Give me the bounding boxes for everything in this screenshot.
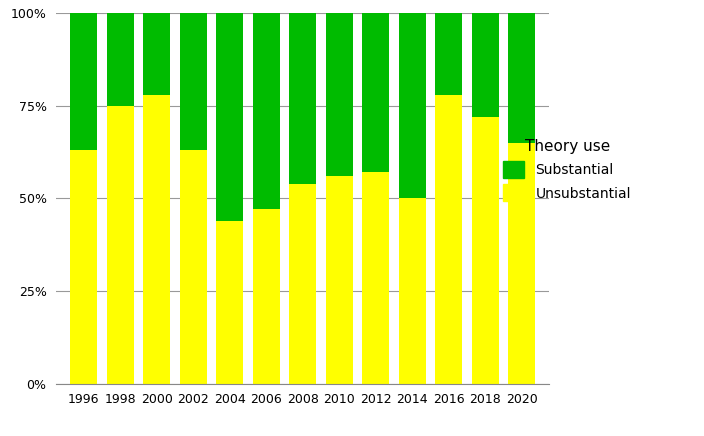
Bar (180, 13, 207, 150)
Bar (435, 95, 463, 384)
Bar (106, 13, 134, 106)
Bar (325, 13, 353, 176)
Bar (472, 13, 499, 117)
Bar (70, 13, 97, 150)
Legend: Substantial, Unsubstantial: Substantial, Unsubstantial (503, 139, 631, 201)
Bar (362, 13, 389, 172)
Bar (106, 106, 134, 384)
Bar (289, 13, 316, 184)
Bar (180, 150, 207, 384)
Bar (362, 172, 389, 384)
Bar (289, 184, 316, 384)
Bar (435, 13, 463, 95)
Bar (143, 13, 170, 95)
Bar (398, 198, 426, 384)
Bar (508, 143, 536, 384)
Bar (216, 13, 244, 221)
Bar (253, 210, 280, 384)
Bar (70, 150, 97, 384)
Bar (216, 221, 244, 384)
Bar (472, 117, 499, 384)
Bar (143, 95, 170, 384)
Bar (325, 176, 353, 384)
Bar (253, 13, 280, 210)
Bar (508, 13, 536, 143)
Bar (398, 13, 426, 198)
